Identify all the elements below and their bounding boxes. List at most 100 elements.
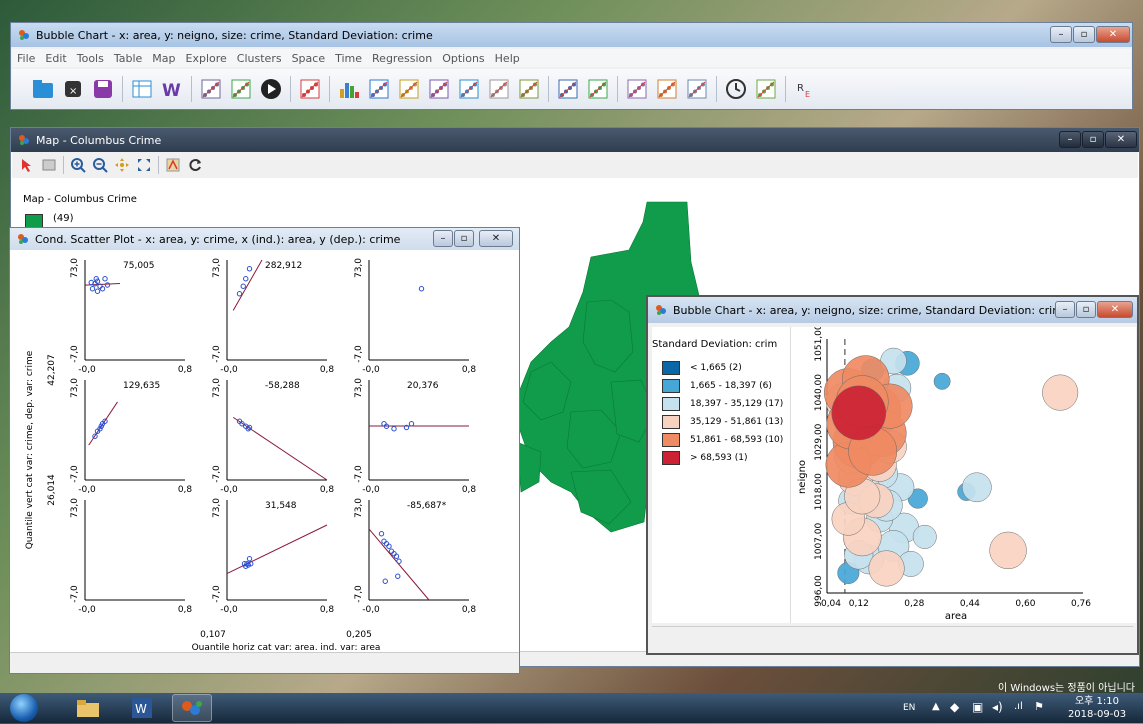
show-hidden-icons-icon[interactable]: ▲ xyxy=(932,701,940,712)
panel-r0-c2: 73,0 -7,0 -0,0 0,8 xyxy=(354,258,476,375)
slope-label: -85,687* xyxy=(407,501,447,511)
lisa-icon[interactable] xyxy=(624,76,650,102)
fit-extent-icon[interactable] xyxy=(134,155,154,175)
language-indicator[interactable]: EN xyxy=(903,703,916,713)
zoom-in-icon[interactable] xyxy=(68,155,88,175)
folder-icon xyxy=(77,700,99,717)
menu-table[interactable]: Table xyxy=(113,51,143,65)
bubble-chart-icon[interactable] xyxy=(456,76,482,102)
scatter-matrix-icon[interactable] xyxy=(426,76,452,102)
panel-r1-c0: 73,0 -7,0 -0,0 0,8 129,635 xyxy=(70,378,192,495)
pan-icon[interactable] xyxy=(112,155,132,175)
box-plot-icon[interactable] xyxy=(366,76,392,102)
cond-minimize-button[interactable]: – xyxy=(433,230,453,247)
cluster-map-icon[interactable] xyxy=(585,76,611,102)
save-icon[interactable] xyxy=(90,76,116,102)
signal-icon[interactable]: .ıl xyxy=(1014,701,1023,712)
bubble-close-button[interactable]: ✕ xyxy=(1097,301,1133,318)
map-maximize-button[interactable]: ▫ xyxy=(1082,131,1104,148)
map-legend-title: Map - Columbus Crime xyxy=(23,194,137,205)
bubble-chart[interactable]: 0,04 0,12 0,28 0,44 0,60 0,76 996,00 1007,00 101… xyxy=(791,327,1136,623)
close-button[interactable]: ✕ xyxy=(1096,26,1130,43)
menu-file[interactable]: File xyxy=(17,51,36,65)
time-icon[interactable] xyxy=(723,76,749,102)
bubble xyxy=(831,385,887,441)
histogram-icon[interactable] xyxy=(336,76,362,102)
cond-statusbar xyxy=(10,652,519,673)
legend-item[interactable]: 1,665 - 18,397 (6) xyxy=(662,379,772,393)
flag-icon[interactable]: ⚑ xyxy=(1034,700,1044,713)
correlogram-icon[interactable] xyxy=(654,76,680,102)
menu-clusters[interactable]: Clusters xyxy=(236,51,282,65)
play-icon[interactable] xyxy=(258,76,284,102)
volume-icon[interactable]: ◂) xyxy=(992,700,1003,714)
map-titlebar[interactable]: Map - Columbus Crime – ▫ ✕ xyxy=(11,128,1139,152)
menu-regression[interactable]: Regression xyxy=(372,51,433,65)
cond-close-button[interactable]: ✕ xyxy=(479,230,513,247)
main-titlebar[interactable]: Bubble Chart - x: area, y: neigno, size:… xyxy=(11,23,1132,47)
menu-help[interactable]: Help xyxy=(494,51,520,65)
cond-maximize-button[interactable]: ▫ xyxy=(454,230,474,247)
parallel-coordinates-icon[interactable] xyxy=(516,76,542,102)
select-shape-icon[interactable] xyxy=(39,155,59,175)
legend-item[interactable]: 35,129 - 51,861 (13) xyxy=(662,415,783,429)
cartogram-icon[interactable] xyxy=(684,76,710,102)
menu-space[interactable]: Space xyxy=(291,51,326,65)
bubble-maximize-button[interactable]: ▫ xyxy=(1076,301,1096,318)
scatter-point xyxy=(245,426,251,432)
map-minimize-button[interactable]: – xyxy=(1059,131,1081,148)
clock[interactable]: 오후 1:10 2018-09-03 xyxy=(1062,695,1132,721)
y-tick-label: 1029,00 xyxy=(814,423,824,460)
connectivity-icon[interactable] xyxy=(228,76,254,102)
shape-icon[interactable] xyxy=(198,76,224,102)
x-tick-left: -0,0 xyxy=(78,605,96,615)
map-layer-icon[interactable] xyxy=(163,155,183,175)
open-folder-icon[interactable] xyxy=(30,76,56,102)
select-tool-icon[interactable] xyxy=(17,155,37,175)
conditional-plot-icon[interactable] xyxy=(555,76,581,102)
activation-watermark: 이 Windows는 정품이 아닙니다 xyxy=(998,683,1135,694)
start-button[interactable] xyxy=(10,694,38,722)
map-toolbar xyxy=(12,152,1138,178)
legend-item[interactable]: 18,397 - 35,129 (17) xyxy=(662,397,783,411)
y-tick-label: 996,00 xyxy=(814,575,824,607)
menu-time[interactable]: Time xyxy=(335,51,363,65)
3d-plot-icon[interactable] xyxy=(486,76,512,102)
weights-icon[interactable]: W xyxy=(159,76,185,102)
menu-options[interactable]: Options xyxy=(442,51,485,65)
map-close-button[interactable]: ✕ xyxy=(1105,131,1137,148)
bubble-titlebar[interactable]: Bubble Chart - x: area, y: neigno, size:… xyxy=(648,297,1137,323)
map-list-icon[interactable] xyxy=(297,76,323,102)
regression-line xyxy=(232,416,328,481)
x-tick-left: -0,0 xyxy=(220,365,238,375)
conditional-scatter-plot[interactable]: 73,0 -7,0 -0,0 0,8 75,005 73,0 -7,0 -0,0 0,8 282,… xyxy=(10,250,519,650)
x-tick-right: 0,8 xyxy=(462,485,477,495)
regression-line xyxy=(232,259,263,311)
bubble-x-label: area xyxy=(945,611,967,622)
network-icon[interactable]: ◆ xyxy=(950,700,960,714)
bubble-minimize-button[interactable]: – xyxy=(1055,301,1075,318)
trend-icon[interactable] xyxy=(753,76,779,102)
legend-item[interactable]: < 1,665 (2) xyxy=(662,361,742,375)
taskbar-word-button[interactable]: W xyxy=(122,696,162,720)
menu-tools[interactable]: Tools xyxy=(76,51,104,65)
legend-item[interactable]: > 68,593 (1) xyxy=(662,451,748,465)
cond-titlebar[interactable]: Cond. Scatter Plot - x: area, y: crime, … xyxy=(10,228,519,250)
menu-explore[interactable]: Explore xyxy=(185,51,227,65)
zoom-out-icon[interactable] xyxy=(90,155,110,175)
legend-swatch xyxy=(662,451,680,465)
scatter-plot-icon[interactable] xyxy=(396,76,422,102)
minimize-button[interactable]: – xyxy=(1050,26,1072,43)
taskbar-geoda-button[interactable] xyxy=(172,694,212,722)
maximize-button[interactable]: ▫ xyxy=(1073,26,1095,43)
legend-item[interactable]: 51,861 - 68,593 (10) xyxy=(662,433,783,447)
close-project-icon[interactable]: × xyxy=(60,76,86,102)
refresh-icon[interactable] xyxy=(185,155,205,175)
taskbar-explorer-button[interactable] xyxy=(68,696,108,720)
menu-edit[interactable]: Edit xyxy=(45,51,67,65)
y-tick-top: 73,0 xyxy=(354,258,364,278)
table-icon[interactable] xyxy=(129,76,155,102)
menu-map[interactable]: Map xyxy=(152,51,176,65)
device-icon[interactable]: ▣ xyxy=(972,700,984,714)
